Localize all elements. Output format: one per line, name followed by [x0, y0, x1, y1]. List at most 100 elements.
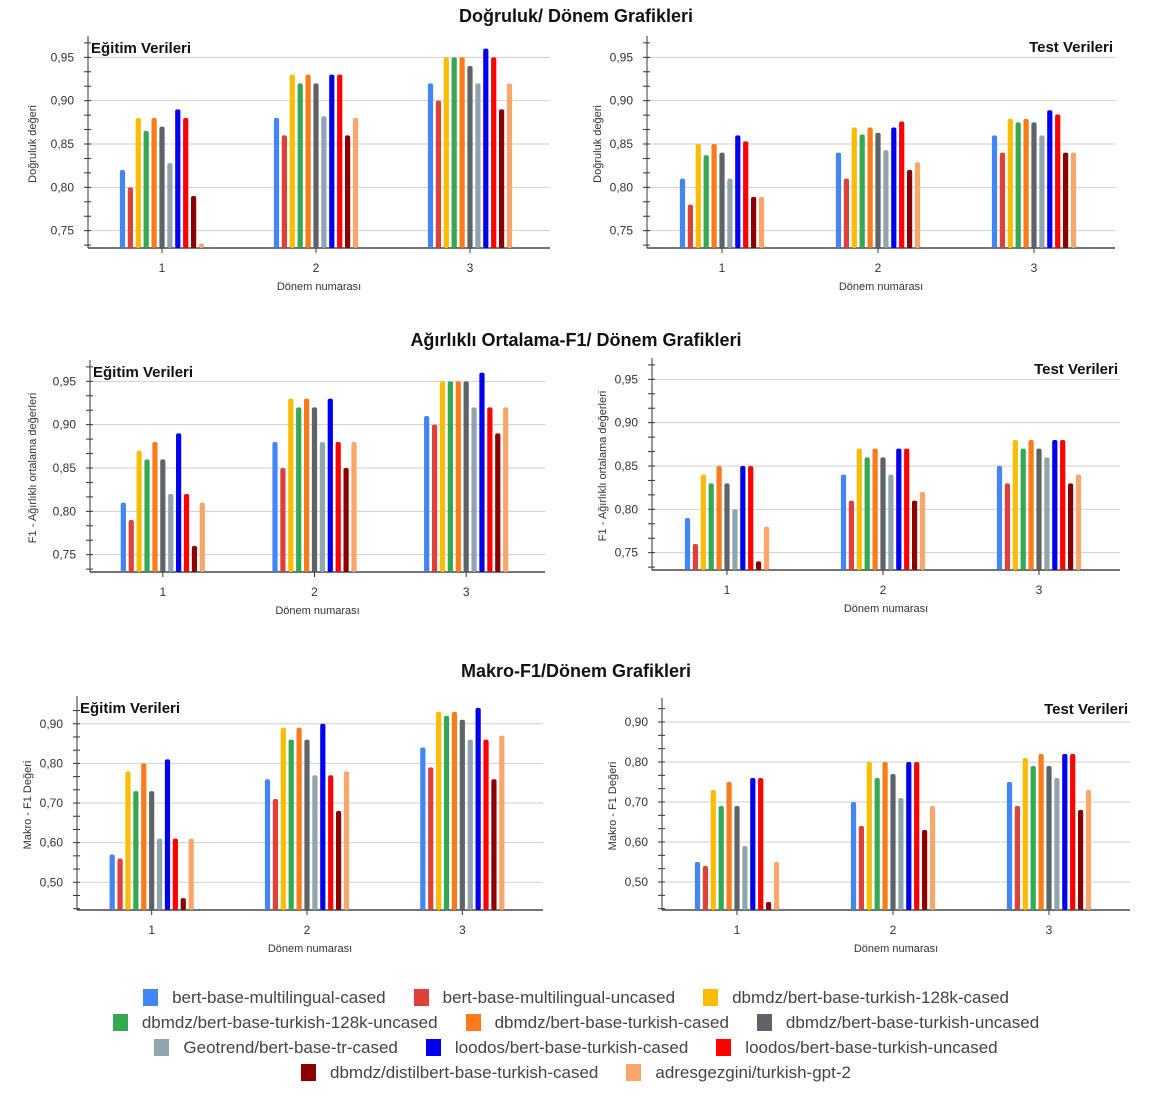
- bar-6-epoch-3: [1039, 135, 1045, 248]
- y-tick-label: 0,90: [40, 717, 64, 731]
- legend-swatch: [756, 1014, 772, 1031]
- bar-5-epoch-2: [875, 132, 881, 248]
- section-title-accuracy: Doğruluk/ Dönem Grafikleri: [458, 6, 694, 26]
- y-tick-label: 0,75: [51, 224, 75, 238]
- x-axis-label: Dönem numarası: [854, 943, 938, 955]
- bar-5-epoch-1: [159, 126, 165, 248]
- bar-3-epoch-3: [1020, 448, 1026, 570]
- legend-item: dbmdz/distilbert-base-turkish-cased: [301, 1063, 598, 1083]
- legend-label: dbmdz/distilbert-base-turkish-cased: [330, 1062, 599, 1082]
- y-tick-label: 0,90: [625, 715, 649, 729]
- bar-9-epoch-3: [491, 779, 497, 910]
- bar-7-epoch-1: [175, 109, 181, 248]
- bar-7-epoch-3: [1047, 110, 1053, 248]
- bar-2-epoch-1: [136, 450, 142, 572]
- legend-swatch: [413, 989, 429, 1006]
- bar-6-epoch-2: [898, 798, 904, 910]
- legend-swatch: [425, 1039, 441, 1056]
- y-axis-label: Makro - F1 Değeri: [22, 761, 34, 850]
- x-tick-label: 2: [313, 261, 320, 275]
- bar-5-epoch-3: [459, 719, 465, 910]
- legend-swatch: [716, 1039, 732, 1056]
- bar-2-epoch-3: [439, 381, 446, 572]
- bar-7-epoch-3: [475, 707, 481, 910]
- bar-0-epoch-1: [109, 854, 115, 910]
- bar-7-epoch-1: [735, 135, 741, 248]
- bar-9-epoch-3: [1068, 483, 1074, 570]
- bar-7-epoch-2: [891, 127, 897, 248]
- bar-3-epoch-1: [143, 131, 149, 248]
- legend-item: adresgezgini/turkish-gpt-2: [626, 1063, 851, 1083]
- bar-9-epoch-1: [756, 561, 762, 570]
- legend-label: adresgezgini/turkish-gpt-2: [655, 1062, 851, 1082]
- bar-1-epoch-1: [702, 866, 708, 910]
- y-axis-label: Makro - F1 Değeri: [607, 762, 619, 851]
- bar-8-epoch-3: [487, 407, 493, 572]
- legend-swatch: [112, 1014, 128, 1031]
- x-axis-label: Dönem numarası: [839, 281, 923, 293]
- bar-7-epoch-3: [1062, 754, 1068, 910]
- bar-8-epoch-3: [491, 57, 497, 248]
- bar-4-epoch-2: [872, 448, 878, 570]
- bar-3-epoch-3: [443, 715, 450, 910]
- bar-9-epoch-2: [343, 468, 349, 572]
- bar-9-epoch-1: [751, 196, 757, 248]
- bar-7-epoch-2: [329, 74, 335, 248]
- bar-7-epoch-3: [479, 372, 485, 572]
- bar-0-epoch-2: [840, 474, 847, 570]
- bar-8-epoch-1: [748, 466, 754, 570]
- y-tick-label: 0,90: [610, 94, 634, 108]
- bar-1-epoch-1: [117, 858, 123, 910]
- legend-item: loodos/bert-base-turkish-cased: [425, 1038, 688, 1058]
- bar-0-epoch-1: [684, 518, 691, 570]
- bar-8-epoch-2: [328, 775, 334, 910]
- legend-label: dbmdz/bert-base-turkish-uncased: [785, 1012, 1040, 1032]
- bar-0-epoch-2: [850, 802, 857, 910]
- bar-2-epoch-2: [289, 74, 295, 248]
- y-tick-label: 0,85: [610, 137, 634, 151]
- bar-1-epoch-2: [858, 826, 864, 910]
- bar-9-epoch-1: [180, 898, 186, 910]
- y-tick-label: 0,95: [53, 374, 77, 388]
- x-tick-label: 1: [719, 261, 726, 275]
- bar-2-epoch-3: [443, 57, 449, 248]
- y-tick-label: 0,80: [51, 180, 75, 194]
- section-title-macro-f1: Makro-F1/Dönem Grafikleri: [460, 661, 692, 681]
- bar-4-epoch-1: [141, 763, 147, 910]
- bar-7-epoch-1: [164, 759, 171, 910]
- legend-swatch: [626, 1064, 642, 1081]
- chart-weighted-f1-training: 0,75 0,80 0,85 0,90 0,95 1 2 3 Dönem numarası F1 …: [27, 360, 545, 617]
- x-tick-label: 1: [159, 585, 166, 599]
- bar-5-epoch-1: [734, 806, 740, 910]
- y-tick-label: 0,80: [53, 504, 77, 518]
- bar-9-epoch-1: [191, 546, 198, 572]
- legend-swatch: [301, 1064, 317, 1081]
- bar-2-epoch-3: [1007, 118, 1013, 248]
- y-tick-label: 0,95: [615, 372, 639, 386]
- x-axis-label: Dönem numarası: [268, 943, 352, 955]
- bar-3-epoch-1: [703, 155, 709, 248]
- bar-10-epoch-3: [506, 83, 513, 248]
- bar-8-epoch-2: [335, 442, 341, 572]
- legend-label: bert-base-multilingual-uncased: [442, 987, 676, 1007]
- legend-item: dbmdz/bert-base-turkish-128k-uncased: [112, 1013, 438, 1033]
- bar-8-epoch-2: [904, 448, 910, 570]
- bar-6-epoch-3: [475, 83, 481, 248]
- bar-5-epoch-3: [463, 381, 469, 572]
- bar-6-epoch-1: [156, 838, 163, 910]
- panel-title: Eğitim Verileri: [80, 700, 180, 717]
- y-tick-label: 0,70: [40, 796, 64, 810]
- x-tick-label: 3: [459, 923, 466, 937]
- bar-2-epoch-2: [288, 398, 294, 572]
- bar-10-epoch-3: [503, 407, 509, 572]
- bar-3-epoch-1: [144, 459, 150, 572]
- x-tick-label: 3: [1031, 261, 1038, 275]
- bar-9-epoch-1: [766, 902, 772, 910]
- bar-4-epoch-1: [711, 144, 717, 248]
- legend-item: dbmdz/bert-base-turkish-uncased: [756, 1012, 1040, 1033]
- bar-8-epoch-3: [1055, 114, 1061, 249]
- y-tick-label: 0,80: [610, 180, 634, 194]
- y-tick-label: 0,75: [610, 224, 634, 238]
- bar-6-epoch-3: [1044, 457, 1050, 570]
- bar-0-epoch-1: [694, 862, 701, 910]
